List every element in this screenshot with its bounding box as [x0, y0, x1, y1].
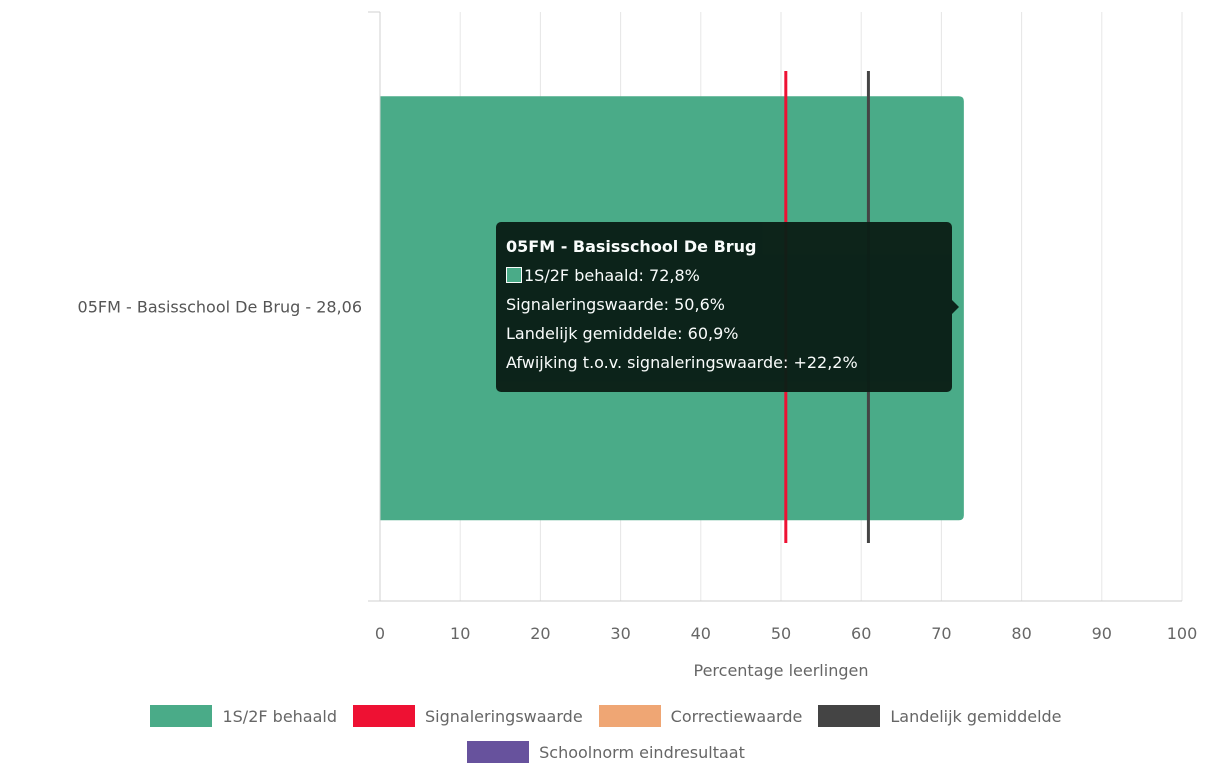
legend-swatch-signal	[353, 705, 416, 727]
legend-label-national: Landelijk gemiddelde	[890, 706, 1062, 726]
tooltip-series-swatch	[506, 267, 522, 283]
legend-label-correction: Correctiewaarde	[670, 706, 803, 726]
tooltip: 05FM - Basisschool De Brug 1S/2F behaald…	[496, 222, 959, 392]
x-tick-label: 70	[931, 624, 951, 643]
x-tick-labels: 0 10 20 30 40 50 60 70 80 90 100	[375, 624, 1197, 643]
tooltip-title: 05FM - Basisschool De Brug	[506, 237, 757, 256]
legend-label-signal: Signaleringswaarde	[425, 706, 583, 726]
x-tick-label: 30	[610, 624, 630, 643]
x-tick-label: 50	[771, 624, 791, 643]
tooltip-line-national: Landelijk gemiddelde: 60,9%	[506, 324, 739, 343]
legend-row-2: Schoolnorm eindresultaat	[0, 738, 1212, 766]
legend-swatch-achieved	[150, 705, 213, 727]
x-axis-title: Percentage leerlingen	[694, 661, 869, 680]
legend-item-schoolnorm[interactable]: Schoolnorm eindresultaat	[467, 741, 745, 763]
x-tick-label: 60	[851, 624, 871, 643]
tooltip-caret	[952, 300, 959, 314]
tooltip-line-signal: Signaleringswaarde: 50,6%	[506, 295, 725, 314]
legend-item-national[interactable]: Landelijk gemiddelde	[818, 705, 1062, 727]
legend-swatch-national	[818, 705, 881, 727]
legend-swatch-schoolnorm	[467, 741, 530, 763]
x-tick-label: 80	[1011, 624, 1031, 643]
legend-row-1: 1S/2F behaald Signaleringswaarde Correct…	[0, 702, 1212, 730]
category-label: 05FM - Basisschool De Brug - 28,06	[78, 298, 362, 317]
tooltip-line-achieved: 1S/2F behaald: 72,8%	[506, 261, 942, 290]
tooltip-achieved-text: 1S/2F behaald: 72,8%	[524, 266, 700, 285]
x-tick-label: 40	[691, 624, 711, 643]
axes-group	[368, 11, 1182, 602]
legend-label-schoolnorm: Schoolnorm eindresultaat	[539, 742, 745, 762]
x-tick-label: 0	[375, 624, 385, 643]
category-labels: 05FM - Basisschool De Brug - 28,06	[78, 298, 362, 317]
x-tick-label: 10	[450, 624, 470, 643]
x-tick-label: 20	[530, 624, 550, 643]
legend-item-correction[interactable]: Correctiewaarde	[598, 705, 803, 727]
legend-label-achieved: 1S/2F behaald	[222, 706, 338, 726]
tooltip-line-deviation: Afwijking t.o.v. signaleringswaarde: +22…	[506, 353, 858, 372]
x-tick-label: 90	[1092, 624, 1112, 643]
legend-item-signal[interactable]: Signaleringswaarde	[353, 705, 583, 727]
legend: 1S/2F behaald Signaleringswaarde Correct…	[0, 702, 1212, 774]
legend-swatch-correction	[598, 705, 661, 727]
x-tick-label: 100	[1167, 624, 1198, 643]
legend-item-achieved[interactable]: 1S/2F behaald	[150, 705, 337, 727]
